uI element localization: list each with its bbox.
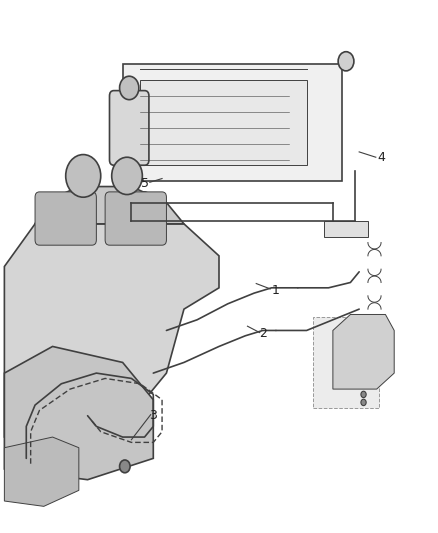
Polygon shape (35, 187, 184, 224)
Circle shape (361, 391, 366, 398)
Polygon shape (4, 346, 153, 480)
Text: 2: 2 (259, 327, 267, 340)
Circle shape (66, 155, 101, 197)
Circle shape (361, 399, 366, 406)
Text: 1: 1 (272, 284, 280, 297)
Text: 4: 4 (377, 151, 385, 164)
Circle shape (338, 52, 354, 71)
FancyBboxPatch shape (123, 64, 342, 181)
Text: 5: 5 (141, 177, 148, 190)
FancyBboxPatch shape (110, 91, 149, 165)
Polygon shape (4, 437, 79, 506)
Bar (118, 221, 149, 237)
FancyBboxPatch shape (105, 192, 166, 245)
Circle shape (120, 460, 130, 473)
Text: 3: 3 (149, 409, 157, 422)
Circle shape (120, 76, 139, 100)
Polygon shape (4, 224, 219, 448)
FancyBboxPatch shape (35, 192, 96, 245)
Circle shape (112, 157, 142, 195)
FancyBboxPatch shape (313, 317, 379, 408)
Bar (140, 80, 307, 165)
FancyBboxPatch shape (114, 192, 149, 245)
Bar (324, 221, 368, 237)
Polygon shape (333, 314, 394, 389)
